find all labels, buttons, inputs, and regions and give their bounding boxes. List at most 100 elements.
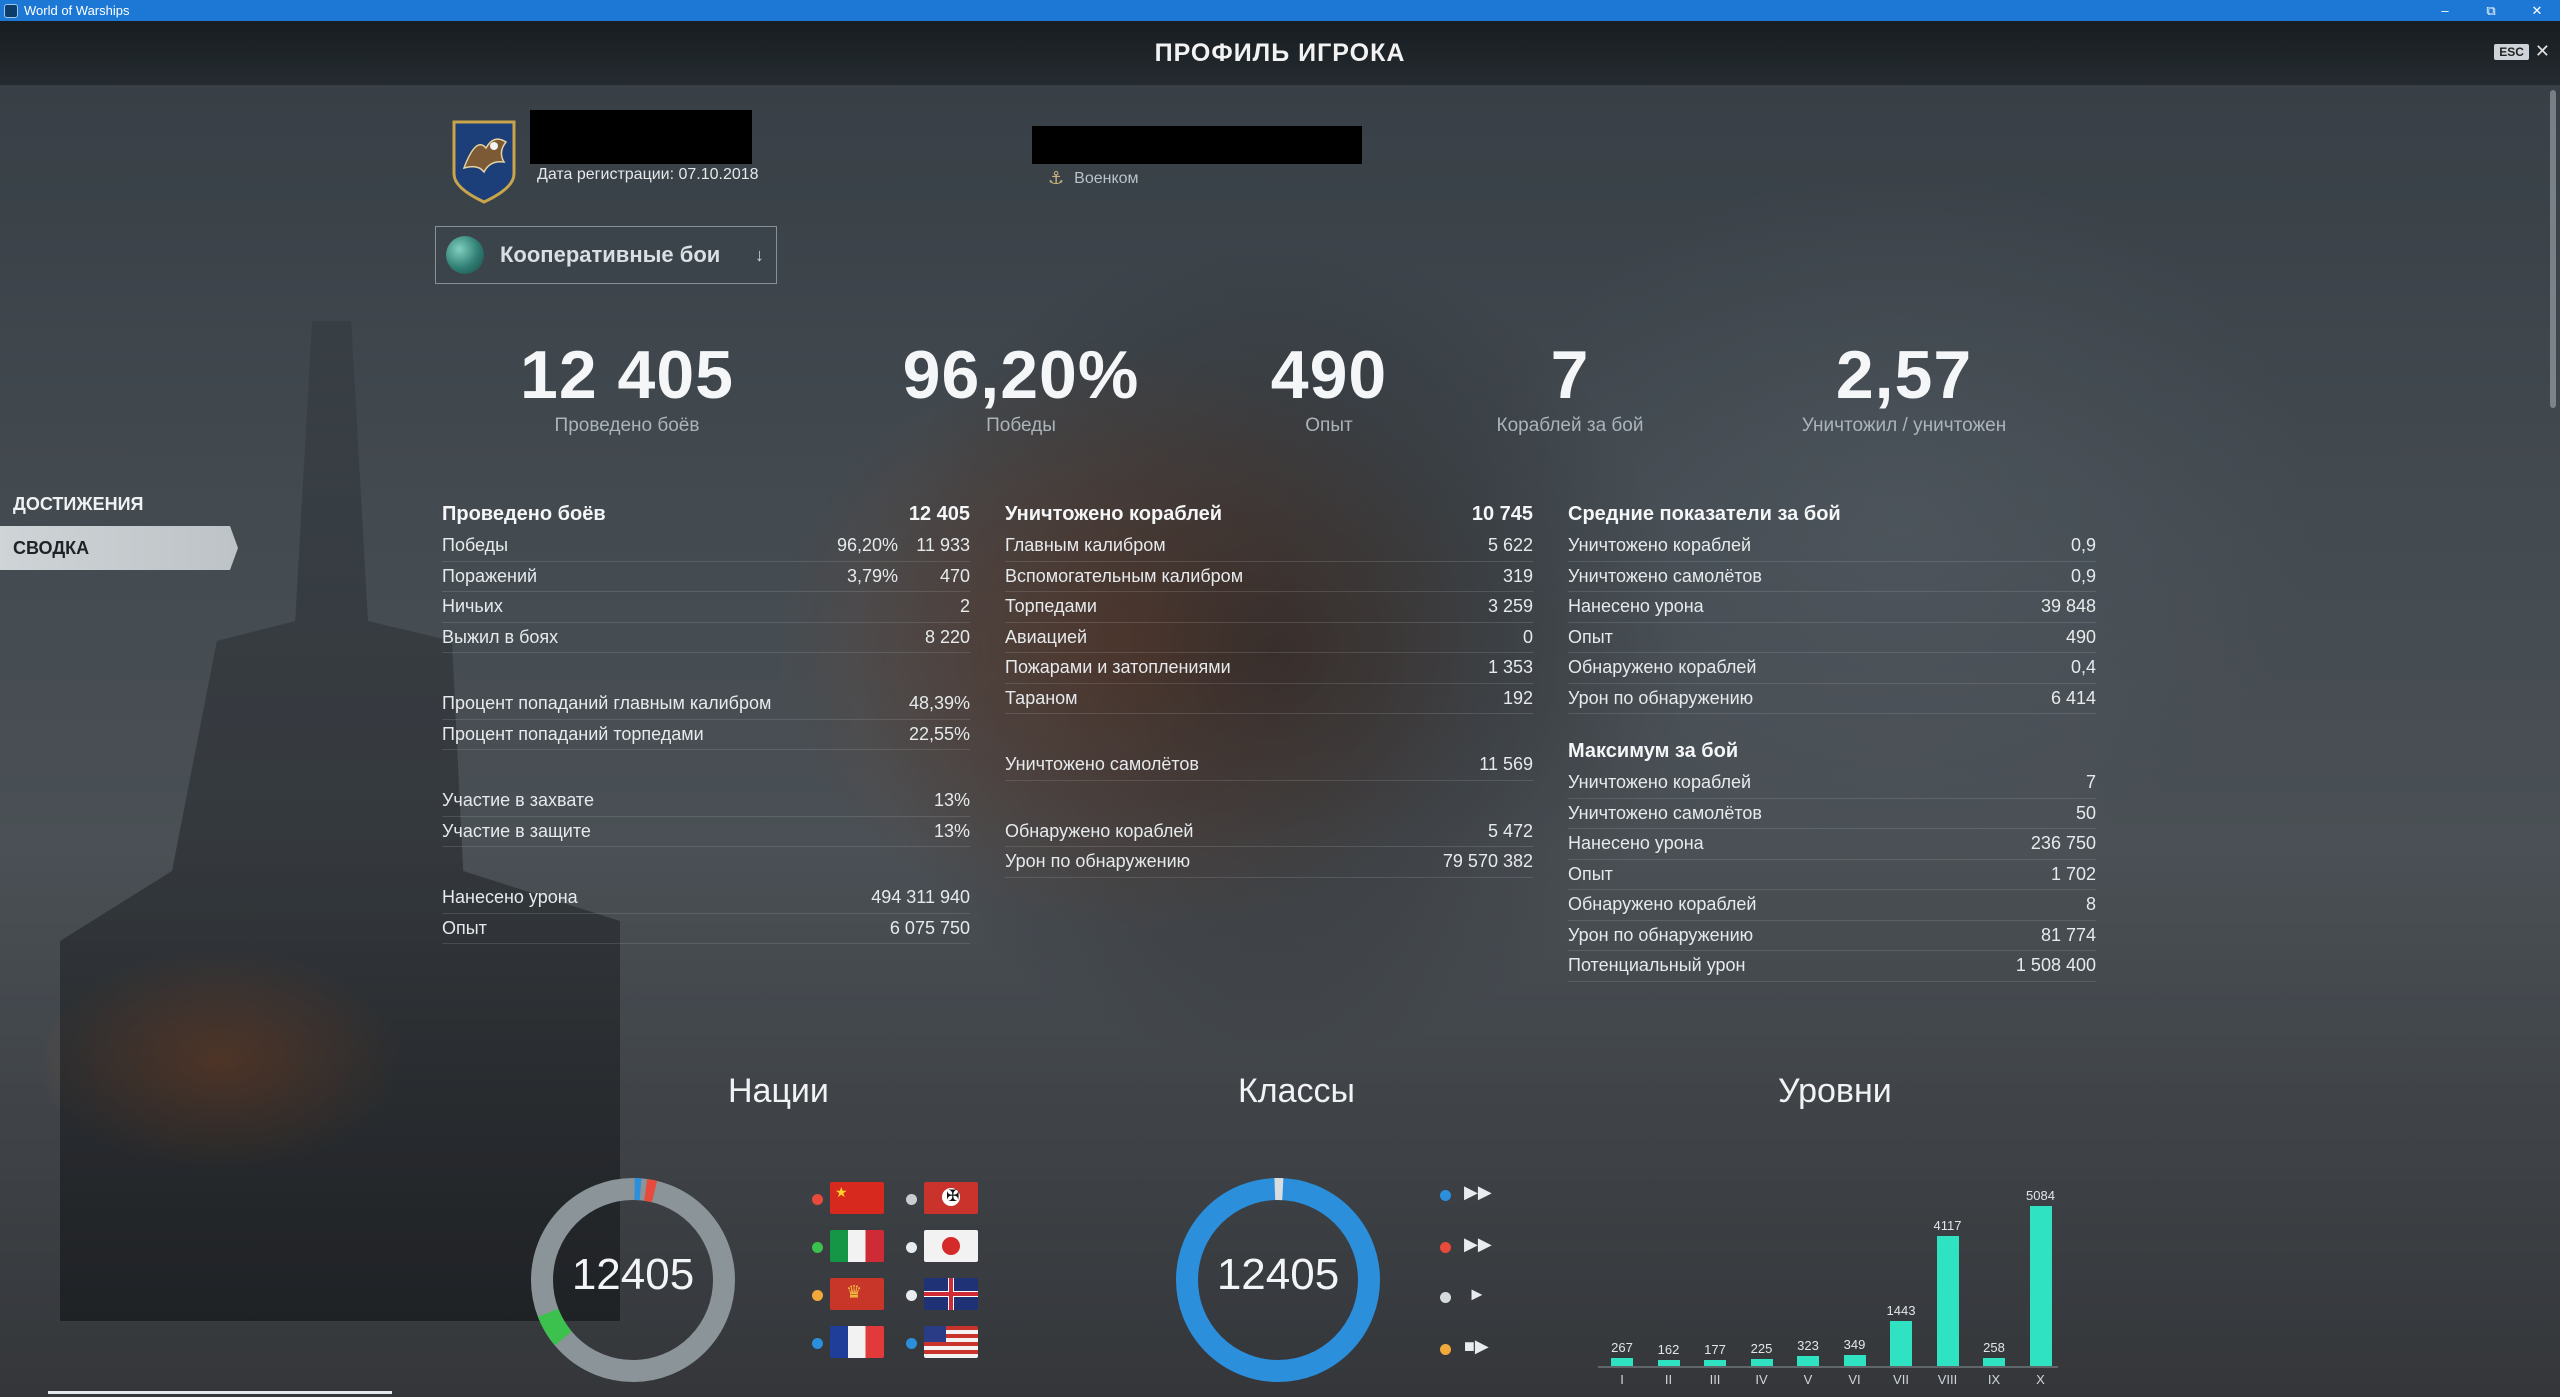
commonwealth-flag-icon[interactable]: ♛ [830, 1278, 884, 1310]
table-row: Опыт 1 702 [1568, 860, 2096, 890]
tier-label: II [1664, 1372, 1673, 1387]
table-row: Опыт 490 [1568, 623, 2096, 653]
big-stat-label: Опыт [1305, 415, 1353, 436]
nations-donut[interactable] [528, 1175, 738, 1385]
tier-bar-value: 258 [1983, 1340, 2005, 1355]
row-value: 3 259 [1487, 596, 1533, 617]
big-stat-exp: 490 Опыт [1179, 335, 1479, 437]
row-value: 0 [1522, 626, 1533, 647]
tier-bar[interactable] [1936, 1236, 1959, 1366]
battleship-class-icon[interactable]: ■▶ [1464, 1336, 1489, 1356]
table-header: Проведено боёв 12 405 [442, 497, 970, 531]
legend-dot [906, 1290, 917, 1301]
japan-flag-icon[interactable] [924, 1230, 978, 1262]
header-value: 12 405 [908, 502, 970, 525]
big-stat-value: 12 405 [520, 337, 734, 413]
legend-dot [812, 1338, 823, 1349]
row-value: 5 472 [1487, 820, 1533, 841]
row-value: 11 933 [916, 535, 970, 556]
os-title-bar: World of Warships – ⧉ ✕ [0, 0, 2560, 21]
uk-flag-icon[interactable] [924, 1278, 978, 1310]
row-label: Уничтожено самолётов [1568, 802, 1762, 823]
row-value: 192 [1502, 687, 1533, 708]
left-nav: ДОСТИЖЕНИЯ СВОДКА [0, 482, 238, 570]
classes-total: 12405 [1216, 1250, 1340, 1299]
background-scene [0, 21, 2560, 1397]
rank-label: Военком [1074, 169, 1139, 187]
tier-bar-value: 4117 [1933, 1218, 1962, 1233]
row-label: Торпедами [1005, 596, 1097, 617]
big-stat-label: Проведено боёв [554, 415, 700, 436]
row-label: Потенциальный урон [1568, 955, 1746, 976]
table-row: Нанесено урона 494 311 940 [442, 883, 970, 914]
esc-close-button[interactable]: ESC ✕ [2494, 41, 2550, 62]
tier-label: III [1709, 1372, 1721, 1387]
row-label: Нанесено урона [1568, 596, 1704, 617]
minimize-button[interactable]: – [2441, 3, 2449, 18]
page-title: ПРОФИЛЬ ИГРОКА [1154, 38, 1406, 67]
nav-achievements[interactable]: ДОСТИЖЕНИЯ [13, 493, 144, 514]
row-label: Главным калибром [1005, 535, 1166, 556]
big-stat-label: Победы [986, 415, 1056, 436]
header-label: Уничтожено кораблей [1005, 502, 1223, 525]
table-row: Нанесено урона 39 848 [1568, 592, 2096, 623]
big-stat-value: 490 [1270, 337, 1388, 413]
coop-globe-icon [446, 236, 484, 274]
cruiser-class-icon[interactable]: ▶▶ [1464, 1234, 1492, 1254]
row-label: Опыт [1568, 863, 1613, 884]
profile-header: ПРОФИЛЬ ИГРОКА ESC ✕ [0, 21, 2560, 85]
header-value: 10 745 [1471, 502, 1533, 525]
tier-bar[interactable] [1843, 1355, 1866, 1366]
tier-label: I [1620, 1372, 1624, 1387]
tier-bar[interactable] [1797, 1356, 1819, 1366]
germany-flag-icon[interactable]: ✠ [924, 1182, 978, 1214]
row-value: 1 508 400 [2015, 955, 2096, 976]
tier-bar[interactable] [1983, 1358, 2005, 1366]
row-label: Авиацией [1005, 626, 1088, 647]
table-row: Урон по обнаружению 81 774 [1568, 921, 2096, 951]
restore-button[interactable]: ⧉ [2486, 3, 2496, 18]
france-flag-icon[interactable] [830, 1326, 884, 1358]
tier-bar-value: 1443 [1886, 1303, 1916, 1318]
tier-bar[interactable] [2029, 1206, 2052, 1366]
close-window-button[interactable]: ✕ [2531, 3, 2543, 18]
tier-bar[interactable] [1611, 1358, 1633, 1366]
row-label: Поражений [442, 565, 538, 586]
tier-bar[interactable] [1704, 1360, 1726, 1366]
destroyer-class-icon[interactable]: ▶▶ [1464, 1182, 1492, 1202]
table-row: Урон по обнаружению 6 414 [1568, 684, 2096, 714]
row-percent: 96,20% [836, 535, 898, 556]
tier-bar[interactable] [1890, 1321, 1912, 1366]
destroyer-class-icon[interactable]: ► [1468, 1284, 1486, 1304]
table-header: Средние показатели за бой [1568, 497, 2096, 531]
tier-bar[interactable] [1750, 1359, 1773, 1366]
table-row: Уничтожено самолётов 50 [1568, 799, 2096, 829]
scrollbar[interactable] [2550, 90, 2556, 408]
row-value: 22,55% [908, 723, 970, 744]
row-value: 470 [939, 565, 970, 586]
tier-bar[interactable] [1657, 1360, 1680, 1366]
row-value: 5 622 [1487, 535, 1533, 556]
row-value: 6 414 [2050, 687, 2096, 708]
row-label: Урон по обнаружению [1568, 687, 1754, 708]
nav-summary[interactable]: СВОДКА [0, 526, 238, 570]
classes-donut[interactable] [1173, 1175, 1383, 1385]
classes-title: Классы [1238, 1072, 1355, 1110]
row-label: Процент попаданий торпедами [442, 723, 704, 744]
table-row: Уничтожено самолётов 0,9 [1568, 562, 2096, 592]
table-row: Нанесено урона 236 750 [1568, 829, 2096, 860]
tier-bar-value: 267 [1611, 1340, 1633, 1355]
row-label: Процент попаданий главным калибром [442, 693, 772, 714]
china-flag-icon[interactable]: ★ [830, 1182, 884, 1214]
italy-flag-icon[interactable] [830, 1230, 884, 1262]
table-row: Опыт 6 075 750 [442, 914, 970, 944]
row-label: Участие в защите [442, 820, 591, 841]
tier-label: VIII [1937, 1372, 1958, 1387]
usa-flag-icon[interactable] [924, 1326, 978, 1358]
tier-bar-value: 323 [1797, 1338, 1819, 1353]
battle-mode-dropdown[interactable]: Кооперативные бои ↓ [435, 226, 777, 284]
big-stat-value: 2,57 [1835, 337, 1973, 413]
row-value: 48,39% [908, 693, 970, 714]
row-label: Уничтожено кораблей [1568, 535, 1752, 556]
big-stat-battles: 12 405 Проведено боёв [477, 335, 777, 437]
